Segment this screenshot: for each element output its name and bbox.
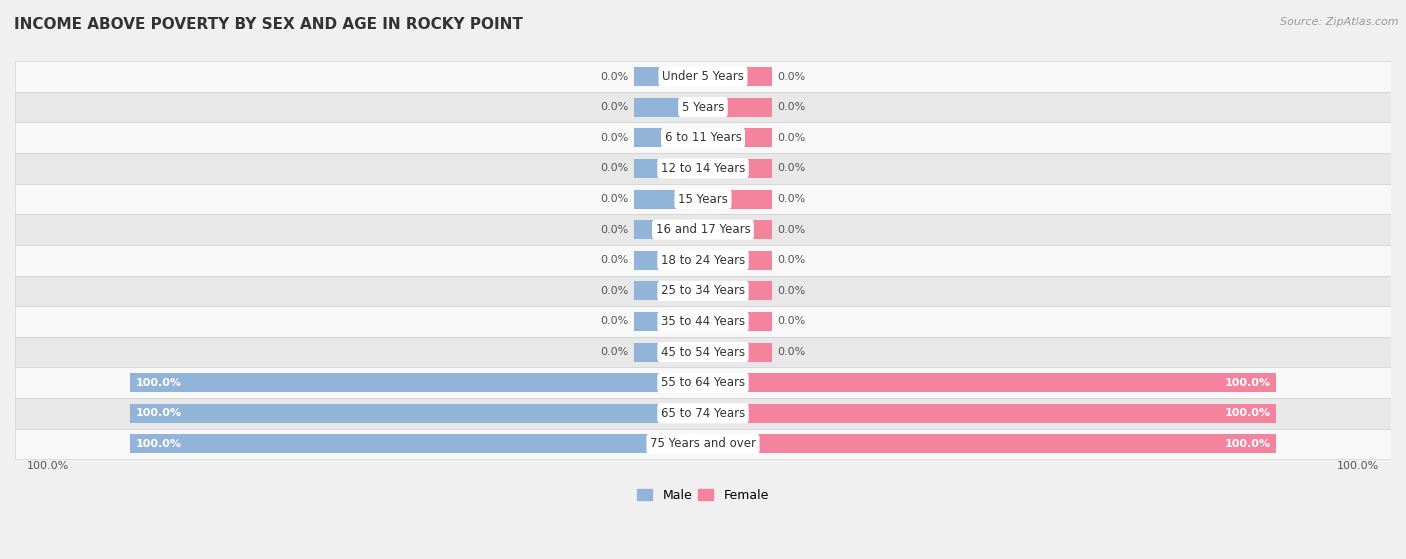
Text: 65 to 74 Years: 65 to 74 Years — [661, 407, 745, 420]
Bar — [703, 281, 772, 300]
Bar — [703, 98, 772, 117]
Text: 0.0%: 0.0% — [600, 286, 628, 296]
Text: 100.0%: 100.0% — [135, 378, 181, 388]
Text: Source: ZipAtlas.com: Source: ZipAtlas.com — [1281, 17, 1399, 27]
Text: 0.0%: 0.0% — [600, 225, 628, 235]
Text: 0.0%: 0.0% — [778, 163, 806, 173]
Text: 75 Years and over: 75 Years and over — [650, 437, 756, 451]
Legend: Male, Female: Male, Female — [633, 484, 773, 506]
Text: 0.0%: 0.0% — [600, 102, 628, 112]
Text: 45 to 54 Years: 45 to 54 Years — [661, 345, 745, 358]
Text: 100.0%: 100.0% — [135, 439, 181, 449]
Text: 16 and 17 Years: 16 and 17 Years — [655, 223, 751, 236]
Text: 100.0%: 100.0% — [135, 408, 181, 418]
Bar — [634, 251, 703, 270]
Text: 15 Years: 15 Years — [678, 192, 728, 206]
Bar — [703, 373, 1277, 392]
Text: 0.0%: 0.0% — [778, 316, 806, 326]
Text: 5 Years: 5 Years — [682, 101, 724, 113]
Bar — [703, 159, 772, 178]
Bar — [634, 98, 703, 117]
Text: 6 to 11 Years: 6 to 11 Years — [665, 131, 741, 144]
Bar — [15, 184, 1391, 214]
Text: 0.0%: 0.0% — [778, 255, 806, 265]
Bar — [129, 373, 703, 392]
Text: 18 to 24 Years: 18 to 24 Years — [661, 254, 745, 267]
Bar — [15, 429, 1391, 459]
Bar — [15, 122, 1391, 153]
Bar — [15, 245, 1391, 276]
Bar — [634, 190, 703, 209]
Text: 100.0%: 100.0% — [1225, 408, 1271, 418]
Bar — [703, 312, 772, 331]
Bar — [634, 312, 703, 331]
Bar — [634, 129, 703, 147]
Text: 0.0%: 0.0% — [778, 102, 806, 112]
Text: 0.0%: 0.0% — [600, 163, 628, 173]
Text: 0.0%: 0.0% — [778, 72, 806, 82]
Bar — [634, 67, 703, 86]
Text: 0.0%: 0.0% — [778, 225, 806, 235]
Text: 0.0%: 0.0% — [778, 133, 806, 143]
Bar — [15, 367, 1391, 398]
Bar — [634, 159, 703, 178]
Bar — [703, 404, 1277, 423]
Text: 100.0%: 100.0% — [1225, 439, 1271, 449]
Text: 100.0%: 100.0% — [27, 461, 69, 471]
Text: 0.0%: 0.0% — [600, 72, 628, 82]
Bar — [703, 220, 772, 239]
Bar — [703, 129, 772, 147]
Text: 0.0%: 0.0% — [778, 194, 806, 204]
Bar — [703, 67, 772, 86]
Text: 0.0%: 0.0% — [600, 347, 628, 357]
Bar — [703, 343, 772, 362]
Bar — [634, 220, 703, 239]
Bar — [15, 306, 1391, 337]
Text: 0.0%: 0.0% — [600, 255, 628, 265]
Bar — [15, 398, 1391, 429]
Text: 0.0%: 0.0% — [600, 316, 628, 326]
Text: 0.0%: 0.0% — [778, 347, 806, 357]
Bar — [703, 251, 772, 270]
Text: 12 to 14 Years: 12 to 14 Years — [661, 162, 745, 175]
Text: 55 to 64 Years: 55 to 64 Years — [661, 376, 745, 389]
Bar — [129, 404, 703, 423]
Text: 25 to 34 Years: 25 to 34 Years — [661, 285, 745, 297]
Text: INCOME ABOVE POVERTY BY SEX AND AGE IN ROCKY POINT: INCOME ABOVE POVERTY BY SEX AND AGE IN R… — [14, 17, 523, 32]
Bar — [634, 343, 703, 362]
Bar — [703, 190, 772, 209]
Text: 35 to 44 Years: 35 to 44 Years — [661, 315, 745, 328]
Bar — [15, 153, 1391, 184]
Text: 100.0%: 100.0% — [1225, 378, 1271, 388]
Text: 0.0%: 0.0% — [778, 286, 806, 296]
Bar — [15, 337, 1391, 367]
Bar — [15, 214, 1391, 245]
Bar — [15, 92, 1391, 122]
Bar — [129, 434, 703, 453]
Text: 100.0%: 100.0% — [1337, 461, 1379, 471]
Bar — [15, 61, 1391, 92]
Text: Under 5 Years: Under 5 Years — [662, 70, 744, 83]
Bar — [703, 434, 1277, 453]
Text: 0.0%: 0.0% — [600, 194, 628, 204]
Bar — [15, 276, 1391, 306]
Text: 0.0%: 0.0% — [600, 133, 628, 143]
Bar — [634, 281, 703, 300]
